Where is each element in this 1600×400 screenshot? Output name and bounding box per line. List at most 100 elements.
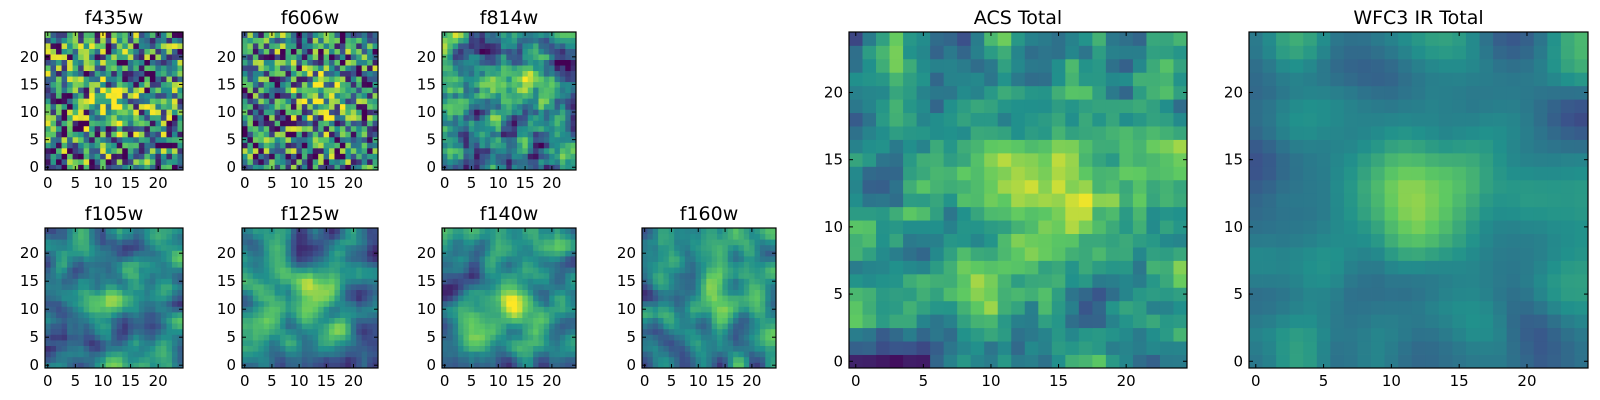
heatmap-cell [642, 261, 648, 268]
heatmap-cell [339, 345, 346, 352]
heatmap-cell [242, 142, 248, 149]
heatmap-cell [127, 306, 134, 313]
heatmap-cell [527, 65, 534, 72]
heatmap-cell [652, 323, 659, 330]
heatmap-cell [269, 300, 276, 307]
heatmap-cell [144, 312, 151, 318]
heatmap-cell [127, 250, 134, 257]
heatmap-cell [105, 92, 112, 99]
heatmap-cell [749, 284, 755, 290]
heatmap-cell [474, 114, 480, 121]
heatmap-cell [67, 340, 73, 346]
heatmap-cell [138, 136, 145, 143]
heatmap-cell [56, 295, 62, 302]
heatmap-cell [350, 158, 357, 165]
heatmap-cell [307, 65, 314, 72]
heatmap-cell [171, 164, 178, 171]
heatmap-cell [361, 59, 368, 66]
heatmap-cell [474, 54, 480, 60]
heatmap-cell [138, 65, 145, 72]
heatmap-cell [127, 98, 134, 105]
heatmap-cell [329, 295, 335, 302]
heatmap-cell [447, 228, 454, 234]
heatmap-cell [463, 334, 470, 341]
heatmap-cell [570, 92, 577, 99]
heatmap-cell [458, 70, 464, 77]
heatmap-cell [78, 328, 85, 335]
heatmap-cell [484, 250, 491, 257]
heatmap-cell [361, 284, 368, 290]
heatmap-cell [323, 92, 330, 99]
heatmap-cell [116, 334, 123, 341]
y-tick-label: 0 [226, 158, 236, 176]
heatmap-cell [72, 125, 79, 132]
heatmap-cell [301, 244, 308, 251]
heatmap-cell [695, 239, 702, 246]
heatmap-cell [116, 136, 123, 143]
heatmap-cell [549, 272, 555, 279]
heatmap-cell [452, 43, 459, 49]
heatmap-cell [770, 328, 777, 335]
heatmap-cell [538, 323, 545, 330]
heatmap-cell [647, 272, 654, 279]
heatmap-cell [1011, 341, 1026, 355]
heatmap-cell [442, 158, 448, 165]
heatmap-cell [1132, 193, 1147, 208]
heatmap-cell [290, 164, 297, 171]
heatmap-cell [350, 250, 357, 257]
heatmap-cell [127, 136, 134, 143]
heatmap-cell [105, 125, 112, 132]
y-tick-label: 15 [417, 75, 436, 93]
heatmap-cell [312, 114, 319, 121]
heatmap-cell [517, 109, 523, 116]
heatmap-cell [83, 109, 90, 116]
heatmap-cell [83, 37, 90, 44]
heatmap-cell [522, 345, 529, 352]
heatmap-cell [463, 340, 470, 346]
heatmap-cell [361, 345, 368, 352]
heatmap-cell [301, 125, 308, 132]
heatmap-cell [957, 193, 972, 208]
heatmap-cell [527, 233, 534, 240]
heatmap-cell [280, 48, 286, 55]
heatmap-cell [749, 272, 755, 279]
heatmap-cell [733, 267, 739, 274]
heatmap-cell [312, 59, 319, 66]
heatmap-cell [484, 239, 491, 246]
heatmap-cell [565, 289, 572, 296]
heatmap-cell [258, 70, 265, 77]
heatmap-cell [258, 98, 265, 105]
heatmap-cell [83, 147, 90, 154]
heatmap-cell [674, 362, 680, 369]
heatmap-cell [307, 109, 314, 116]
heatmap-cell [442, 131, 448, 138]
heatmap-cell [517, 164, 523, 171]
heatmap-cell [127, 356, 134, 363]
heatmap-cell [61, 295, 68, 302]
heatmap-cell [166, 295, 173, 302]
heatmap-cell [500, 54, 507, 60]
heatmap-cell [160, 158, 167, 165]
heatmap-cell [663, 244, 670, 251]
heatmap-cell [144, 272, 151, 279]
heatmap-cell [318, 98, 324, 105]
heatmap-cell [356, 340, 363, 346]
x-tick-label: 5 [467, 372, 477, 390]
heatmap-cell [149, 300, 156, 307]
heatmap-cell [1078, 287, 1093, 302]
heatmap-cell [94, 114, 101, 121]
heatmap-cell [876, 327, 890, 342]
heatmap-cell [177, 147, 184, 154]
heatmap-cell [663, 340, 670, 346]
heatmap-cell [269, 43, 276, 49]
heatmap-cell [339, 334, 346, 341]
heatmap-cell [83, 362, 90, 369]
heatmap-cell [149, 164, 156, 171]
heatmap-cell [517, 103, 523, 110]
heatmap-cell [733, 323, 739, 330]
heatmap-cell [171, 228, 178, 234]
heatmap-cell [690, 328, 696, 335]
heatmap-cell [334, 261, 341, 268]
heatmap-cell [490, 81, 496, 88]
heatmap-cell [67, 70, 73, 77]
